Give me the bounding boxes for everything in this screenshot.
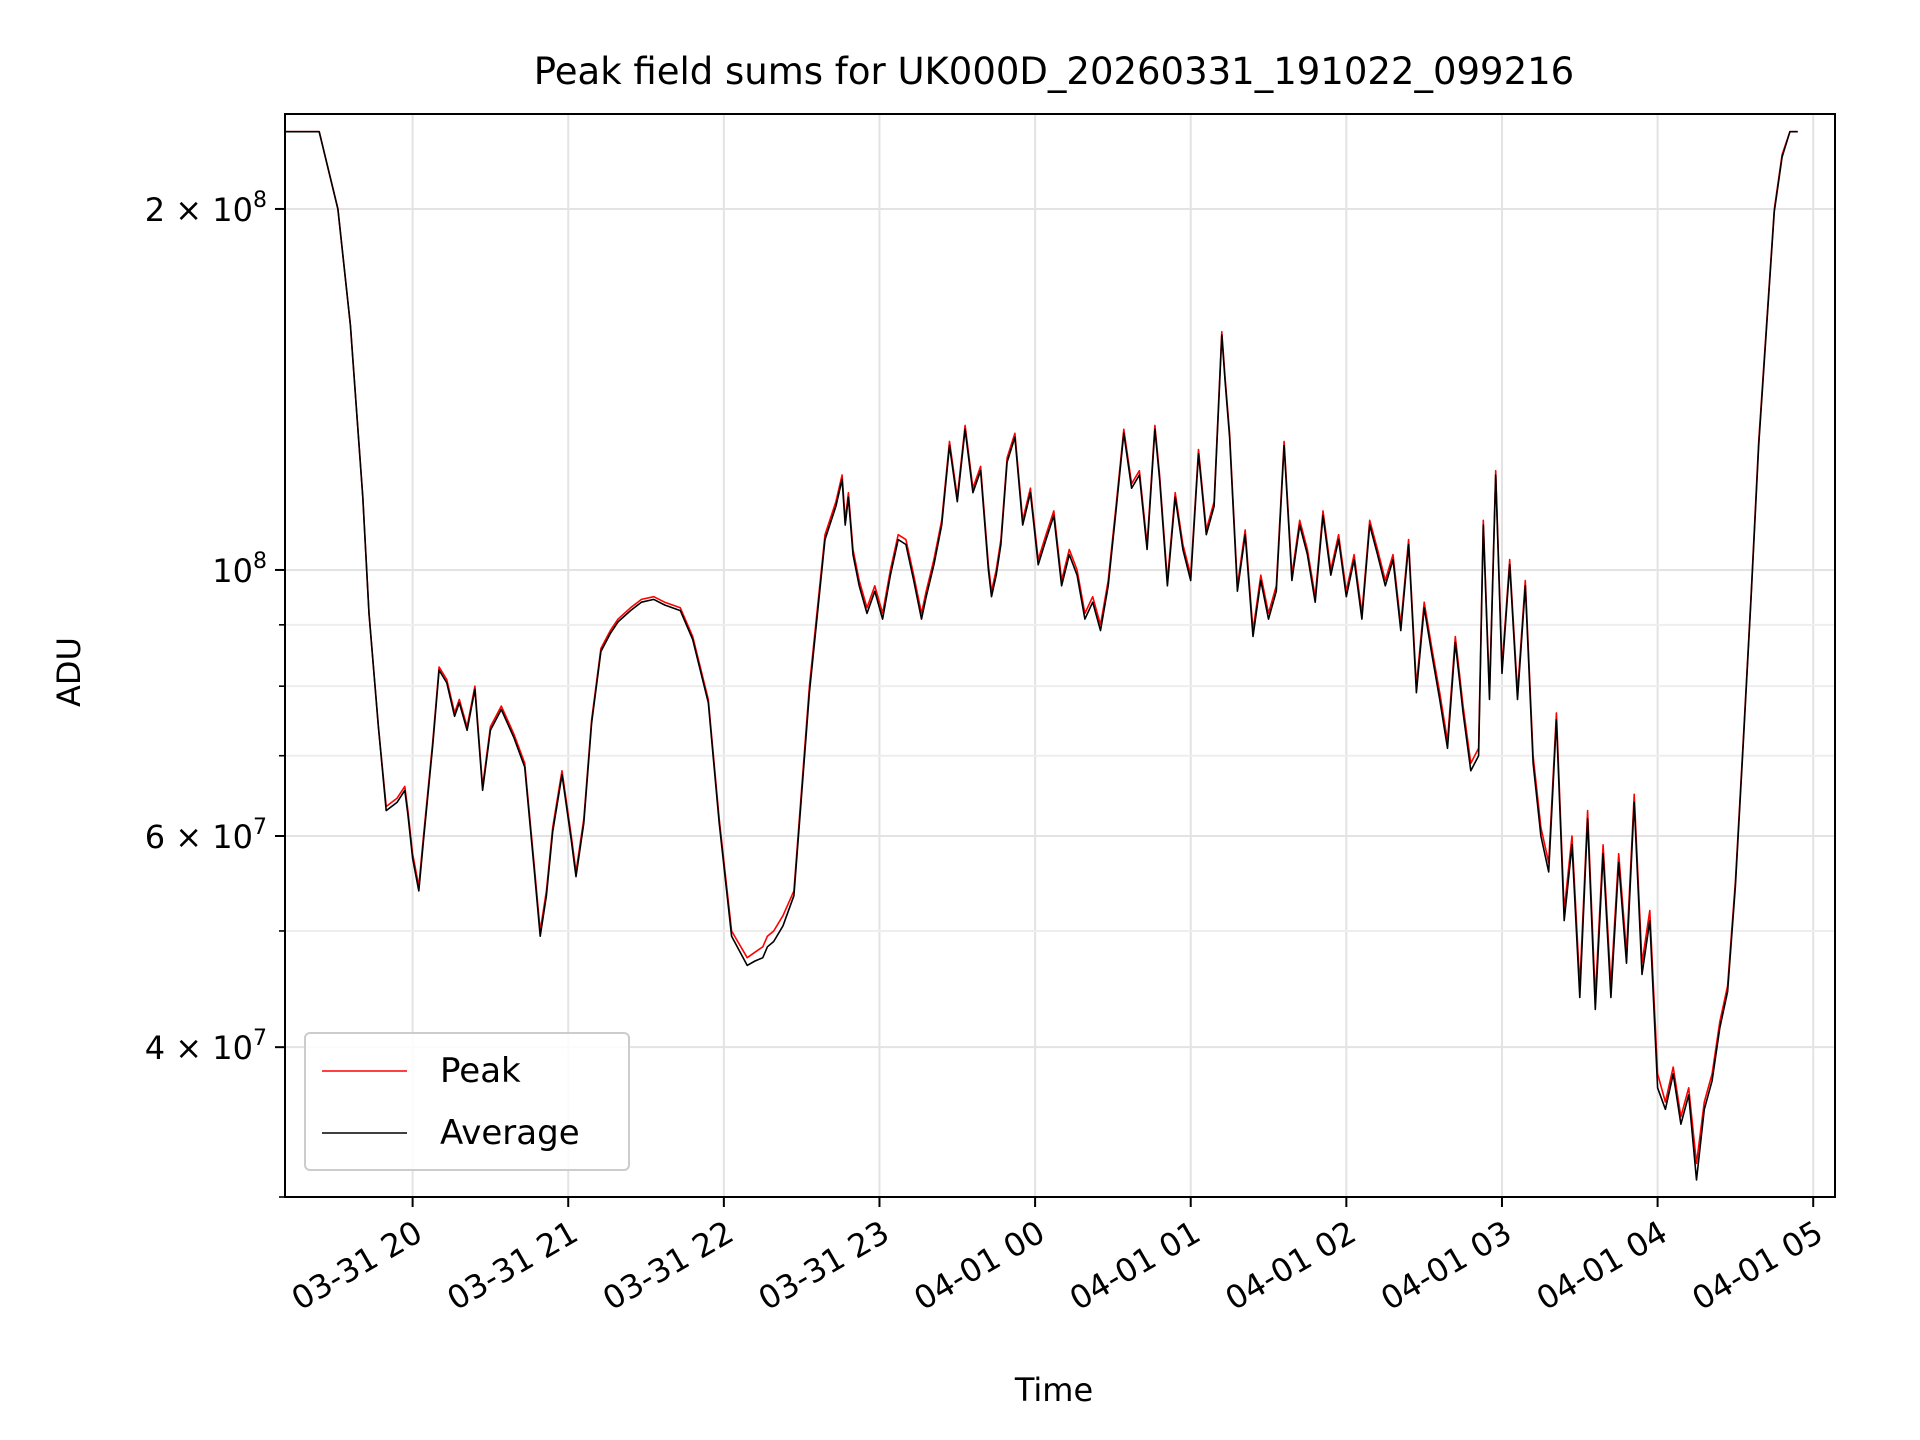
y-axis-label: ADU	[50, 637, 88, 707]
legend-label-average: Average	[440, 1113, 580, 1153]
axes-frame	[284, 113, 1836, 1198]
series-line-average	[285, 130, 1798, 1181]
y-tick-label: 108	[212, 549, 267, 590]
y-tick-label: 6 × 107	[145, 815, 267, 856]
legend-label-peak: Peak	[440, 1051, 521, 1091]
chart-title: Peak field sums for UK000D_20260331_1910…	[534, 50, 1574, 93]
plot-series	[285, 130, 1798, 1181]
grid	[285, 114, 1835, 1198]
y-tick-label: 2 × 108	[145, 188, 267, 229]
legend-box	[304, 1032, 630, 1171]
legend: Peak Average	[304, 1032, 630, 1171]
axes-border	[284, 113, 1836, 1198]
x-axis-label: Time	[1014, 1371, 1093, 1409]
y-tick-label: 4 × 107	[145, 1026, 267, 1067]
